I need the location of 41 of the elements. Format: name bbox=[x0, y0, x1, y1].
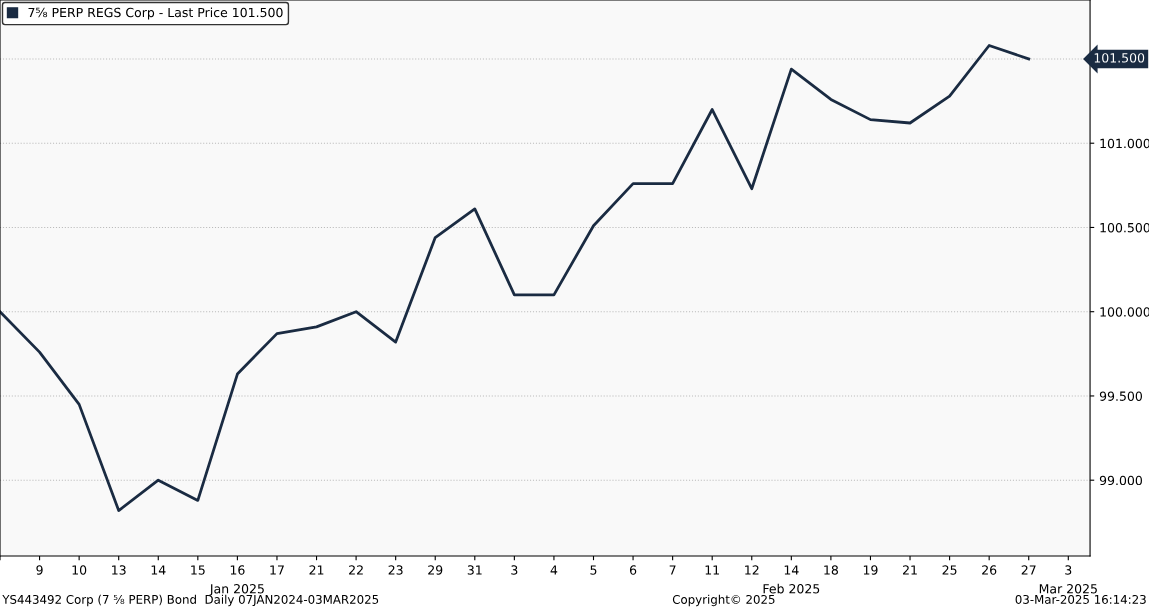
text: Mar 2025 bbox=[1039, 584, 1097, 594]
text: Jan 2025 bbox=[209, 584, 264, 596]
x-tick-label: 22 bbox=[349, 565, 363, 575]
x-tick-label: 10 bbox=[72, 565, 87, 575]
y-tick-label: 100.000 bbox=[1100, 307, 1149, 317]
text: 101.500 bbox=[1094, 53, 1145, 63]
text: Feb 2025 bbox=[763, 583, 820, 594]
x-tick-label: 13 bbox=[112, 565, 126, 575]
x-tick-label: 25 bbox=[942, 565, 957, 575]
x-tick-label: 3 bbox=[511, 565, 518, 575]
x-tick-label: 16 bbox=[230, 565, 245, 575]
x-tick-label: 12 bbox=[745, 565, 759, 575]
y-tick-label: 99.500 bbox=[1099, 391, 1142, 401]
x-tick-label: 3 bbox=[1065, 565, 1072, 575]
x-tick-label: 14 bbox=[151, 565, 166, 575]
x-tick-label: 29 bbox=[428, 565, 443, 575]
text: Copyright© 2025 bbox=[672, 594, 775, 607]
y-tick-label: 99.000 bbox=[1099, 475, 1142, 486]
x-tick-label: 11 bbox=[705, 565, 719, 575]
x-tick-label: 15 bbox=[191, 565, 205, 575]
x-tick-label: 27 bbox=[1021, 565, 1036, 575]
x-tick-label: 18 bbox=[824, 565, 838, 575]
x-tick-label: 5 bbox=[590, 565, 597, 575]
legend-label: 7⅝ PERP REGS Corp - Last Price 101.500 bbox=[28, 7, 283, 20]
x-tick-label: 21 bbox=[309, 565, 324, 575]
x-tick-label: 4 bbox=[550, 565, 558, 575]
line-series bbox=[0, 44, 1031, 512]
x-tick-label: 21 bbox=[902, 565, 917, 575]
x-tick-label: 7 bbox=[669, 565, 676, 575]
x-tick-label: 19 bbox=[863, 565, 878, 575]
x-tick-label: 26 bbox=[982, 565, 997, 575]
text: 03-Mar-2025 16:14:23 bbox=[1015, 594, 1146, 604]
y-tick-label: 100.500 bbox=[1100, 222, 1149, 233]
text: YS443492 Corp (7 ⅝ PERP) Bond Daily 07JAN2024-03MAR2025 bbox=[2, 594, 379, 607]
x-tick-label: 6 bbox=[629, 565, 637, 575]
x-tick-label: 17 bbox=[270, 565, 284, 575]
x-tick-label: 23 bbox=[388, 565, 403, 575]
y-tick-label: 101.000 bbox=[1100, 138, 1149, 149]
x-tick-label: 14 bbox=[784, 565, 799, 575]
x-tick-label: 31 bbox=[467, 565, 482, 575]
x-tick-label: 9 bbox=[36, 565, 43, 575]
